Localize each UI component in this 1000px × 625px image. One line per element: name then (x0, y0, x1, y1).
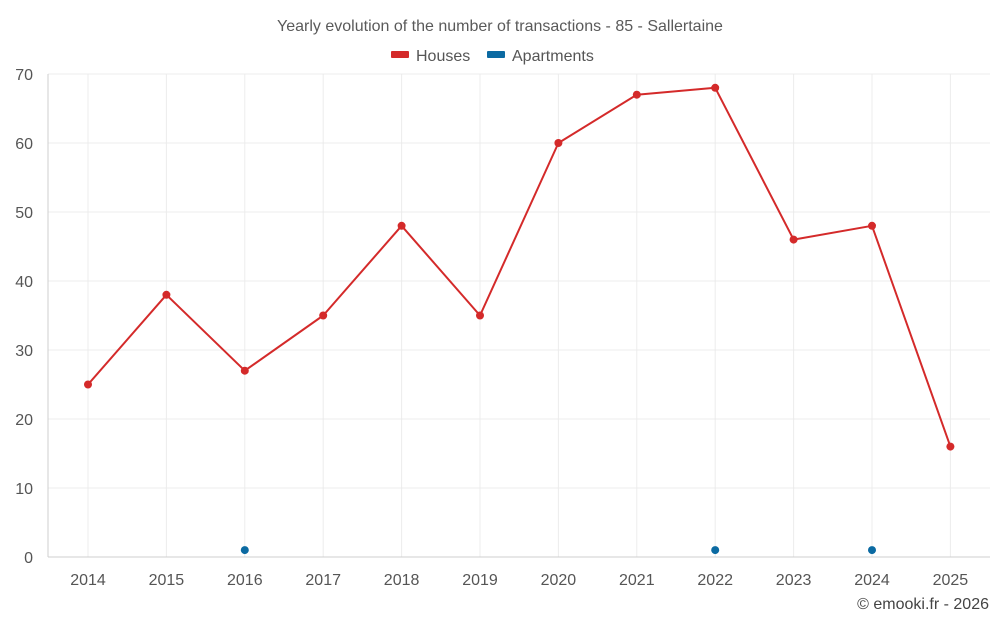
chart-title: Yearly evolution of the number of transa… (277, 18, 723, 35)
x-tick-label: 2019 (462, 572, 498, 589)
y-tick-label: 30 (15, 343, 33, 360)
data-point-houses-2024[interactable] (868, 221, 876, 230)
x-tick-label: 2015 (149, 572, 185, 589)
legend-swatch-apartments (487, 51, 505, 58)
data-point-houses-2015[interactable] (162, 290, 171, 299)
legend: Houses Apartments (391, 48, 594, 65)
data-point-houses-2019[interactable] (476, 311, 484, 320)
y-tick-label: 70 (15, 67, 33, 84)
series-line-houses (87, 86, 952, 448)
data-point-apartments-2024[interactable] (868, 546, 876, 555)
data-point-houses-2023[interactable] (789, 235, 798, 244)
y-tick-label: 20 (15, 412, 33, 429)
legend-swatch-houses (391, 51, 409, 58)
data-point-houses-2014[interactable] (84, 380, 92, 389)
data-point-houses-2020[interactable] (554, 139, 563, 147)
x-tick-label: 2023 (776, 572, 812, 589)
x-tick-label: 2025 (933, 572, 969, 589)
axes (47, 74, 990, 558)
y-axis-ticks: 0 10 20 30 40 50 60 70 (15, 67, 33, 567)
x-tick-label: 2018 (384, 572, 420, 589)
x-tick-label: 2022 (697, 572, 733, 589)
legend-label-apartments: Apartments (512, 48, 594, 65)
legend-item-apartments[interactable]: Apartments (487, 48, 594, 65)
series-houses (84, 83, 955, 451)
data-point-houses-2016[interactable] (240, 366, 249, 375)
y-tick-label: 10 (15, 481, 33, 498)
x-tick-label: 2014 (70, 572, 106, 589)
x-tick-label: 2024 (854, 572, 890, 589)
data-point-houses-2022[interactable] (711, 83, 720, 92)
series-apartments (240, 546, 876, 555)
data-point-houses-2018[interactable] (397, 221, 406, 230)
x-tick-label: 2017 (305, 572, 341, 589)
x-tick-label: 2021 (619, 572, 655, 589)
legend-label-houses: Houses (416, 48, 470, 65)
y-tick-label: 60 (15, 136, 33, 153)
data-point-apartments-2016[interactable] (240, 546, 249, 555)
series (84, 83, 955, 555)
grid (48, 73, 990, 557)
x-tick-label: 2020 (541, 572, 577, 589)
data-point-houses-2017[interactable] (319, 311, 328, 320)
data-point-apartments-2022[interactable] (711, 546, 720, 555)
y-tick-label: 50 (15, 205, 33, 222)
legend-item-houses[interactable]: Houses (391, 48, 470, 65)
data-point-houses-2025[interactable] (946, 442, 955, 451)
y-tick-label: 0 (24, 550, 33, 567)
x-tick-label: 2016 (227, 572, 263, 589)
data-point-houses-2021[interactable] (632, 90, 641, 99)
y-tick-label: 40 (15, 274, 33, 291)
x-axis-ticks: 2014 2015 2016 2017 2018 2019 2020 2021 2022 2023… (70, 572, 968, 589)
credit-text: © emooki.fr - 2026 (857, 596, 989, 613)
